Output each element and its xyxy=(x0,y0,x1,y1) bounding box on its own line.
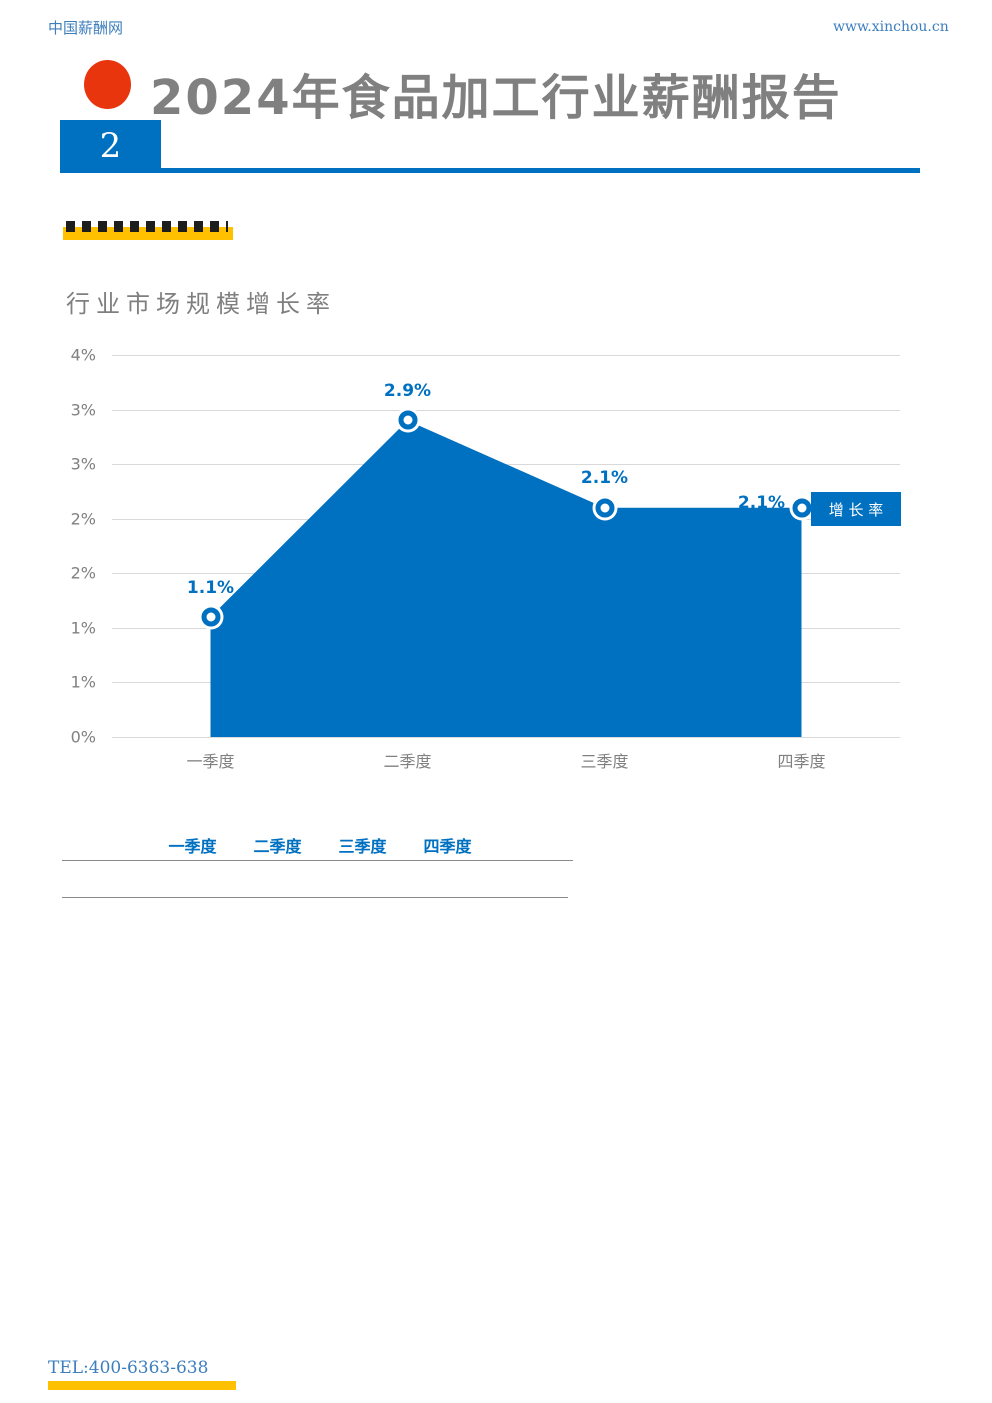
data-point-marker xyxy=(201,607,220,627)
data-point-label: 2.9% xyxy=(383,381,432,402)
table-header-cell: 一季度 xyxy=(168,837,217,856)
legend-badge: 增 长 率 xyxy=(811,492,901,526)
x-axis-tick-label: 四季度 xyxy=(777,752,826,771)
area-series xyxy=(210,420,802,737)
y-axis-tick-label: 1% xyxy=(70,672,96,692)
table-header-cell: 四季度 xyxy=(423,837,472,856)
table-rule-bottom xyxy=(62,897,568,898)
y-axis-tick-label: 2% xyxy=(70,509,96,529)
table-header-cell: 二季度 xyxy=(253,837,302,856)
header-divider xyxy=(60,168,920,173)
y-axis-tick-label: 3% xyxy=(70,400,96,420)
clipped-heading-marks xyxy=(66,221,228,232)
gridline xyxy=(112,737,900,738)
page-number-box: 2 xyxy=(60,120,161,172)
gridline xyxy=(112,409,900,411)
data-point-label: 2.1% xyxy=(580,467,629,488)
chart-title: 行业市场规模增长率 xyxy=(66,290,336,318)
site-name: 中国薪酬网 xyxy=(48,19,124,37)
legend-label: 增 长 率 xyxy=(828,500,884,519)
data-point-marker xyxy=(398,410,417,430)
table-header-row: 一季度 二季度 三季度 四季度 xyxy=(150,833,490,857)
table-header-cell: 三季度 xyxy=(338,837,387,856)
y-axis-tick-label: 2% xyxy=(70,563,96,583)
report-title: 2024年食品加工行业薪酬报告 xyxy=(150,70,842,126)
red-dot-icon xyxy=(84,60,131,109)
x-axis-tick-label: 三季度 xyxy=(580,752,629,771)
data-point-label: 1.1% xyxy=(186,577,235,598)
section-highlight-bar xyxy=(63,221,233,240)
page-number: 2 xyxy=(99,126,122,166)
footer-highlight-bar xyxy=(48,1381,236,1390)
site-url: www.xinchou.cn xyxy=(833,19,949,35)
y-axis-tick-label: 1% xyxy=(70,618,96,638)
data-point-marker xyxy=(792,498,811,518)
x-axis-tick-label: 二季度 xyxy=(383,752,432,771)
y-axis-tick-label: 3% xyxy=(70,454,96,474)
tel-label: TEL:400-6363-638 xyxy=(48,1358,209,1378)
y-axis-tick-label: 0% xyxy=(70,727,96,747)
gridline xyxy=(112,355,900,356)
x-axis-tick-label: 一季度 xyxy=(186,752,235,771)
data-point-marker xyxy=(595,498,614,518)
table-rule-top xyxy=(62,860,573,861)
data-point-label: 2.1% xyxy=(737,492,786,513)
y-axis-tick-label: 4% xyxy=(70,345,96,365)
